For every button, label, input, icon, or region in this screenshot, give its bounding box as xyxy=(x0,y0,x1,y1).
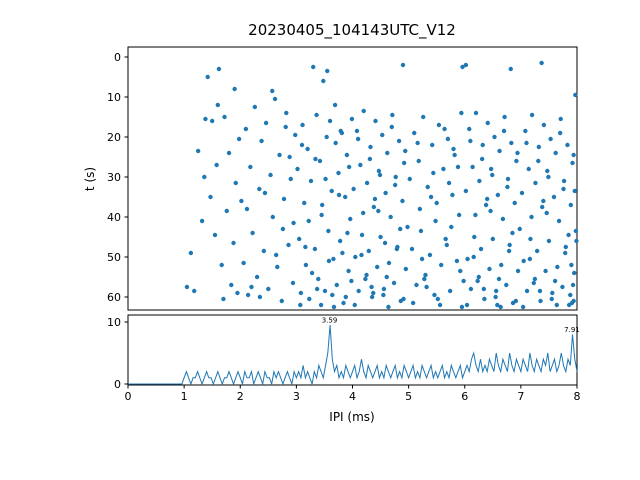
tick-label: 0 xyxy=(125,390,132,403)
scatter-points xyxy=(184,60,579,310)
tick-label: 7 xyxy=(517,390,524,403)
tick-label: 8 xyxy=(574,390,581,403)
tick-label: 5 xyxy=(405,390,412,403)
tick-label: 10 xyxy=(107,91,121,104)
tick-label: 10 xyxy=(107,316,121,329)
peak-annotation-label: 3.59 xyxy=(322,316,338,324)
tick-label: 40 xyxy=(107,211,121,224)
tick-label: 60 xyxy=(107,291,121,304)
tick-label: 1 xyxy=(181,390,188,403)
chart-title: 20230405_104143UTC_V12 xyxy=(248,21,456,39)
peak-annotation-label: 7.91 xyxy=(564,326,580,334)
tick-label: 30 xyxy=(107,171,121,184)
peak-annotations: 3.59 7.91 xyxy=(322,316,580,333)
tick-label: 0 xyxy=(114,378,121,391)
tick-label: 4 xyxy=(349,390,356,403)
tick-label: 2 xyxy=(237,390,244,403)
axes-spines xyxy=(127,46,578,386)
tick-label: 6 xyxy=(461,390,468,403)
top-y-ticks: 0 10 20 30 40 50 60 xyxy=(107,51,128,304)
x-ticks: 0 1 2 3 4 5 6 7 8 xyxy=(125,385,581,403)
tick-label: 0 xyxy=(114,51,121,64)
bottom-y-ticks: 0 10 xyxy=(107,316,128,391)
x-axis-label: IPI (ms) xyxy=(329,410,375,424)
histogram-line xyxy=(128,325,578,386)
tick-label: 20 xyxy=(107,131,121,144)
tick-label: 50 xyxy=(107,251,121,264)
tick-label: 3 xyxy=(293,390,300,403)
